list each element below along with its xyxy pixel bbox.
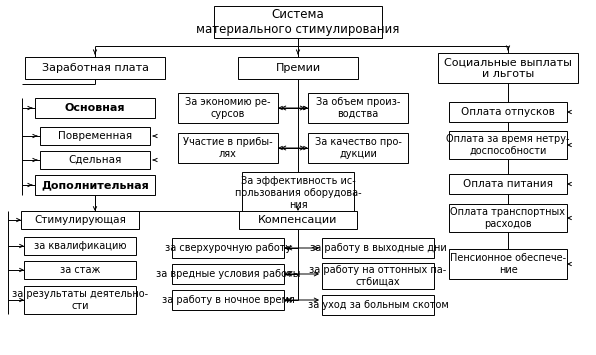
Text: Социальные выплаты
и льготы: Социальные выплаты и льготы bbox=[444, 57, 572, 79]
Bar bbox=[172, 290, 284, 310]
Bar bbox=[21, 211, 139, 229]
Bar bbox=[172, 238, 284, 258]
Bar bbox=[322, 238, 434, 258]
Text: Оплата отпусков: Оплата отпусков bbox=[461, 107, 555, 117]
Text: За экономию ре-
сурсов: За экономию ре- сурсов bbox=[185, 97, 271, 119]
Bar bbox=[178, 133, 278, 163]
Bar bbox=[40, 151, 150, 169]
Bar bbox=[239, 211, 357, 229]
Bar bbox=[322, 263, 434, 289]
Bar bbox=[449, 131, 567, 159]
Text: За эффективность ис-
пользования оборудова-
ния: За эффективность ис- пользования оборудо… bbox=[235, 176, 361, 209]
Bar bbox=[449, 204, 567, 232]
Bar bbox=[40, 127, 150, 145]
Bar bbox=[449, 102, 567, 122]
Bar bbox=[242, 172, 354, 214]
Text: за результаты деятельно-
сти: за результаты деятельно- сти bbox=[12, 289, 148, 311]
Bar bbox=[24, 286, 136, 314]
Text: за квалификацию: за квалификацию bbox=[34, 241, 126, 251]
Text: Участие в прибы-
лях: Участие в прибы- лях bbox=[183, 137, 273, 159]
Text: за вредные условия работы: за вредные условия работы bbox=[156, 269, 300, 279]
Bar bbox=[214, 6, 382, 38]
Bar bbox=[308, 133, 408, 163]
Bar bbox=[24, 237, 136, 255]
Text: Основная: Основная bbox=[65, 103, 125, 113]
Text: за сверхурочную работу: за сверхурочную работу bbox=[165, 243, 291, 253]
Bar bbox=[322, 295, 434, 315]
Text: За качество про-
дукции: За качество про- дукции bbox=[315, 137, 402, 159]
Bar bbox=[438, 53, 578, 83]
Bar bbox=[172, 264, 284, 284]
Bar bbox=[35, 98, 155, 118]
Bar bbox=[449, 174, 567, 194]
Text: за уход за больным скотом: за уход за больным скотом bbox=[308, 300, 448, 310]
Text: Компенсации: Компенсации bbox=[258, 215, 338, 225]
Bar bbox=[178, 93, 278, 123]
Text: Стимулирующая: Стимулирующая bbox=[34, 215, 126, 225]
Text: за работу в ночное время: за работу в ночное время bbox=[162, 295, 294, 305]
Text: Пенсионное обеспече-
ние: Пенсионное обеспече- ние bbox=[450, 253, 566, 275]
Text: За объем произ-
водства: За объем произ- водства bbox=[316, 97, 400, 119]
Text: Оплата питания: Оплата питания bbox=[463, 179, 553, 189]
Text: Премии: Премии bbox=[275, 63, 321, 73]
Bar bbox=[238, 57, 358, 79]
Bar bbox=[25, 57, 165, 79]
Text: Дополнительная: Дополнительная bbox=[41, 180, 149, 190]
Bar bbox=[35, 175, 155, 195]
Text: Заработная плата: Заработная плата bbox=[42, 63, 148, 73]
Text: Оплата за время нетру-
доспособности: Оплата за время нетру- доспособности bbox=[446, 134, 570, 156]
Text: Оплата транспортных
расходов: Оплата транспортных расходов bbox=[451, 207, 566, 229]
Text: за стаж: за стаж bbox=[60, 265, 100, 275]
Text: Повременная: Повременная bbox=[58, 131, 132, 141]
Bar bbox=[449, 249, 567, 279]
Bar bbox=[24, 261, 136, 279]
Text: за работу в выходные дни: за работу в выходные дни bbox=[310, 243, 446, 253]
Text: Система
материального стимулирования: Система материального стимулирования bbox=[196, 8, 400, 36]
Text: Сдельная: Сдельная bbox=[69, 155, 122, 165]
Text: за работу на оттонных па-
стбищах: за работу на оттонных па- стбищах bbox=[309, 265, 446, 287]
Bar bbox=[308, 93, 408, 123]
